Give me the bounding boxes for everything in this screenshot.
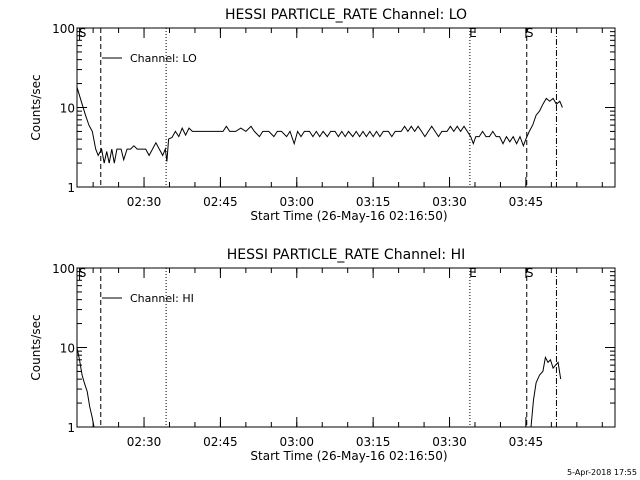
y-tick-label: 10 xyxy=(60,102,75,116)
y-axis-label: Counts/sec xyxy=(29,314,43,380)
x-tick-label: 03:30 xyxy=(432,195,467,209)
y-tick-label: 100 xyxy=(52,22,75,36)
x-tick-label: 03:15 xyxy=(356,435,391,449)
event-marker-label: S xyxy=(526,266,534,280)
x-axis-label: Start Time (26-May-16 02:16:50) xyxy=(250,449,447,463)
data-series-line xyxy=(76,87,563,164)
y-axis-label: Counts/sec xyxy=(29,74,43,140)
plot-timestamp: 5-Apr-2018 17:55 xyxy=(567,468,637,477)
x-axis-label: Start Time (26-May-16 02:16:50) xyxy=(250,209,447,223)
legend-entry: Channel: LO xyxy=(130,52,197,65)
event-marker-label: E xyxy=(469,26,477,40)
chart-panel-1: HESSI PARTICLE_RATE Channel: HI 1 10 100 02:… xyxy=(29,247,616,463)
x-tick-label: 03:30 xyxy=(432,435,467,449)
y-tick-label: 1 xyxy=(67,421,75,435)
x-tick-label: 03:15 xyxy=(356,195,391,209)
y-tick-label: 1 xyxy=(67,181,75,195)
data-series-line xyxy=(76,347,95,428)
x-tick-label: 03:00 xyxy=(279,435,314,449)
event-marker-label: S xyxy=(79,266,87,280)
x-tick-label: 02:30 xyxy=(127,435,162,449)
y-tick-label: 100 xyxy=(52,262,75,276)
event-marker-label: S xyxy=(79,26,87,40)
x-tick-label: 02:30 xyxy=(127,195,162,209)
chart-panel-0: HESSI PARTICLE_RATE Channel: LO 1 10 100 02:… xyxy=(29,7,616,223)
chart-title: HESSI PARTICLE_RATE Channel: HI xyxy=(227,247,465,263)
x-tick-label: 03:45 xyxy=(509,435,544,449)
x-tick-label: 02:45 xyxy=(203,195,238,209)
event-marker-label: S xyxy=(526,26,534,40)
chart-title: HESSI PARTICLE_RATE Channel: LO xyxy=(225,7,467,23)
x-tick-label: 02:45 xyxy=(203,435,238,449)
x-tick-label: 03:45 xyxy=(509,195,544,209)
legend-entry: Channel: HI xyxy=(130,292,194,305)
event-marker-label: E xyxy=(469,266,477,280)
data-series-line xyxy=(530,355,562,428)
y-tick-label: 10 xyxy=(60,342,75,356)
x-tick-label: 03:00 xyxy=(279,195,314,209)
